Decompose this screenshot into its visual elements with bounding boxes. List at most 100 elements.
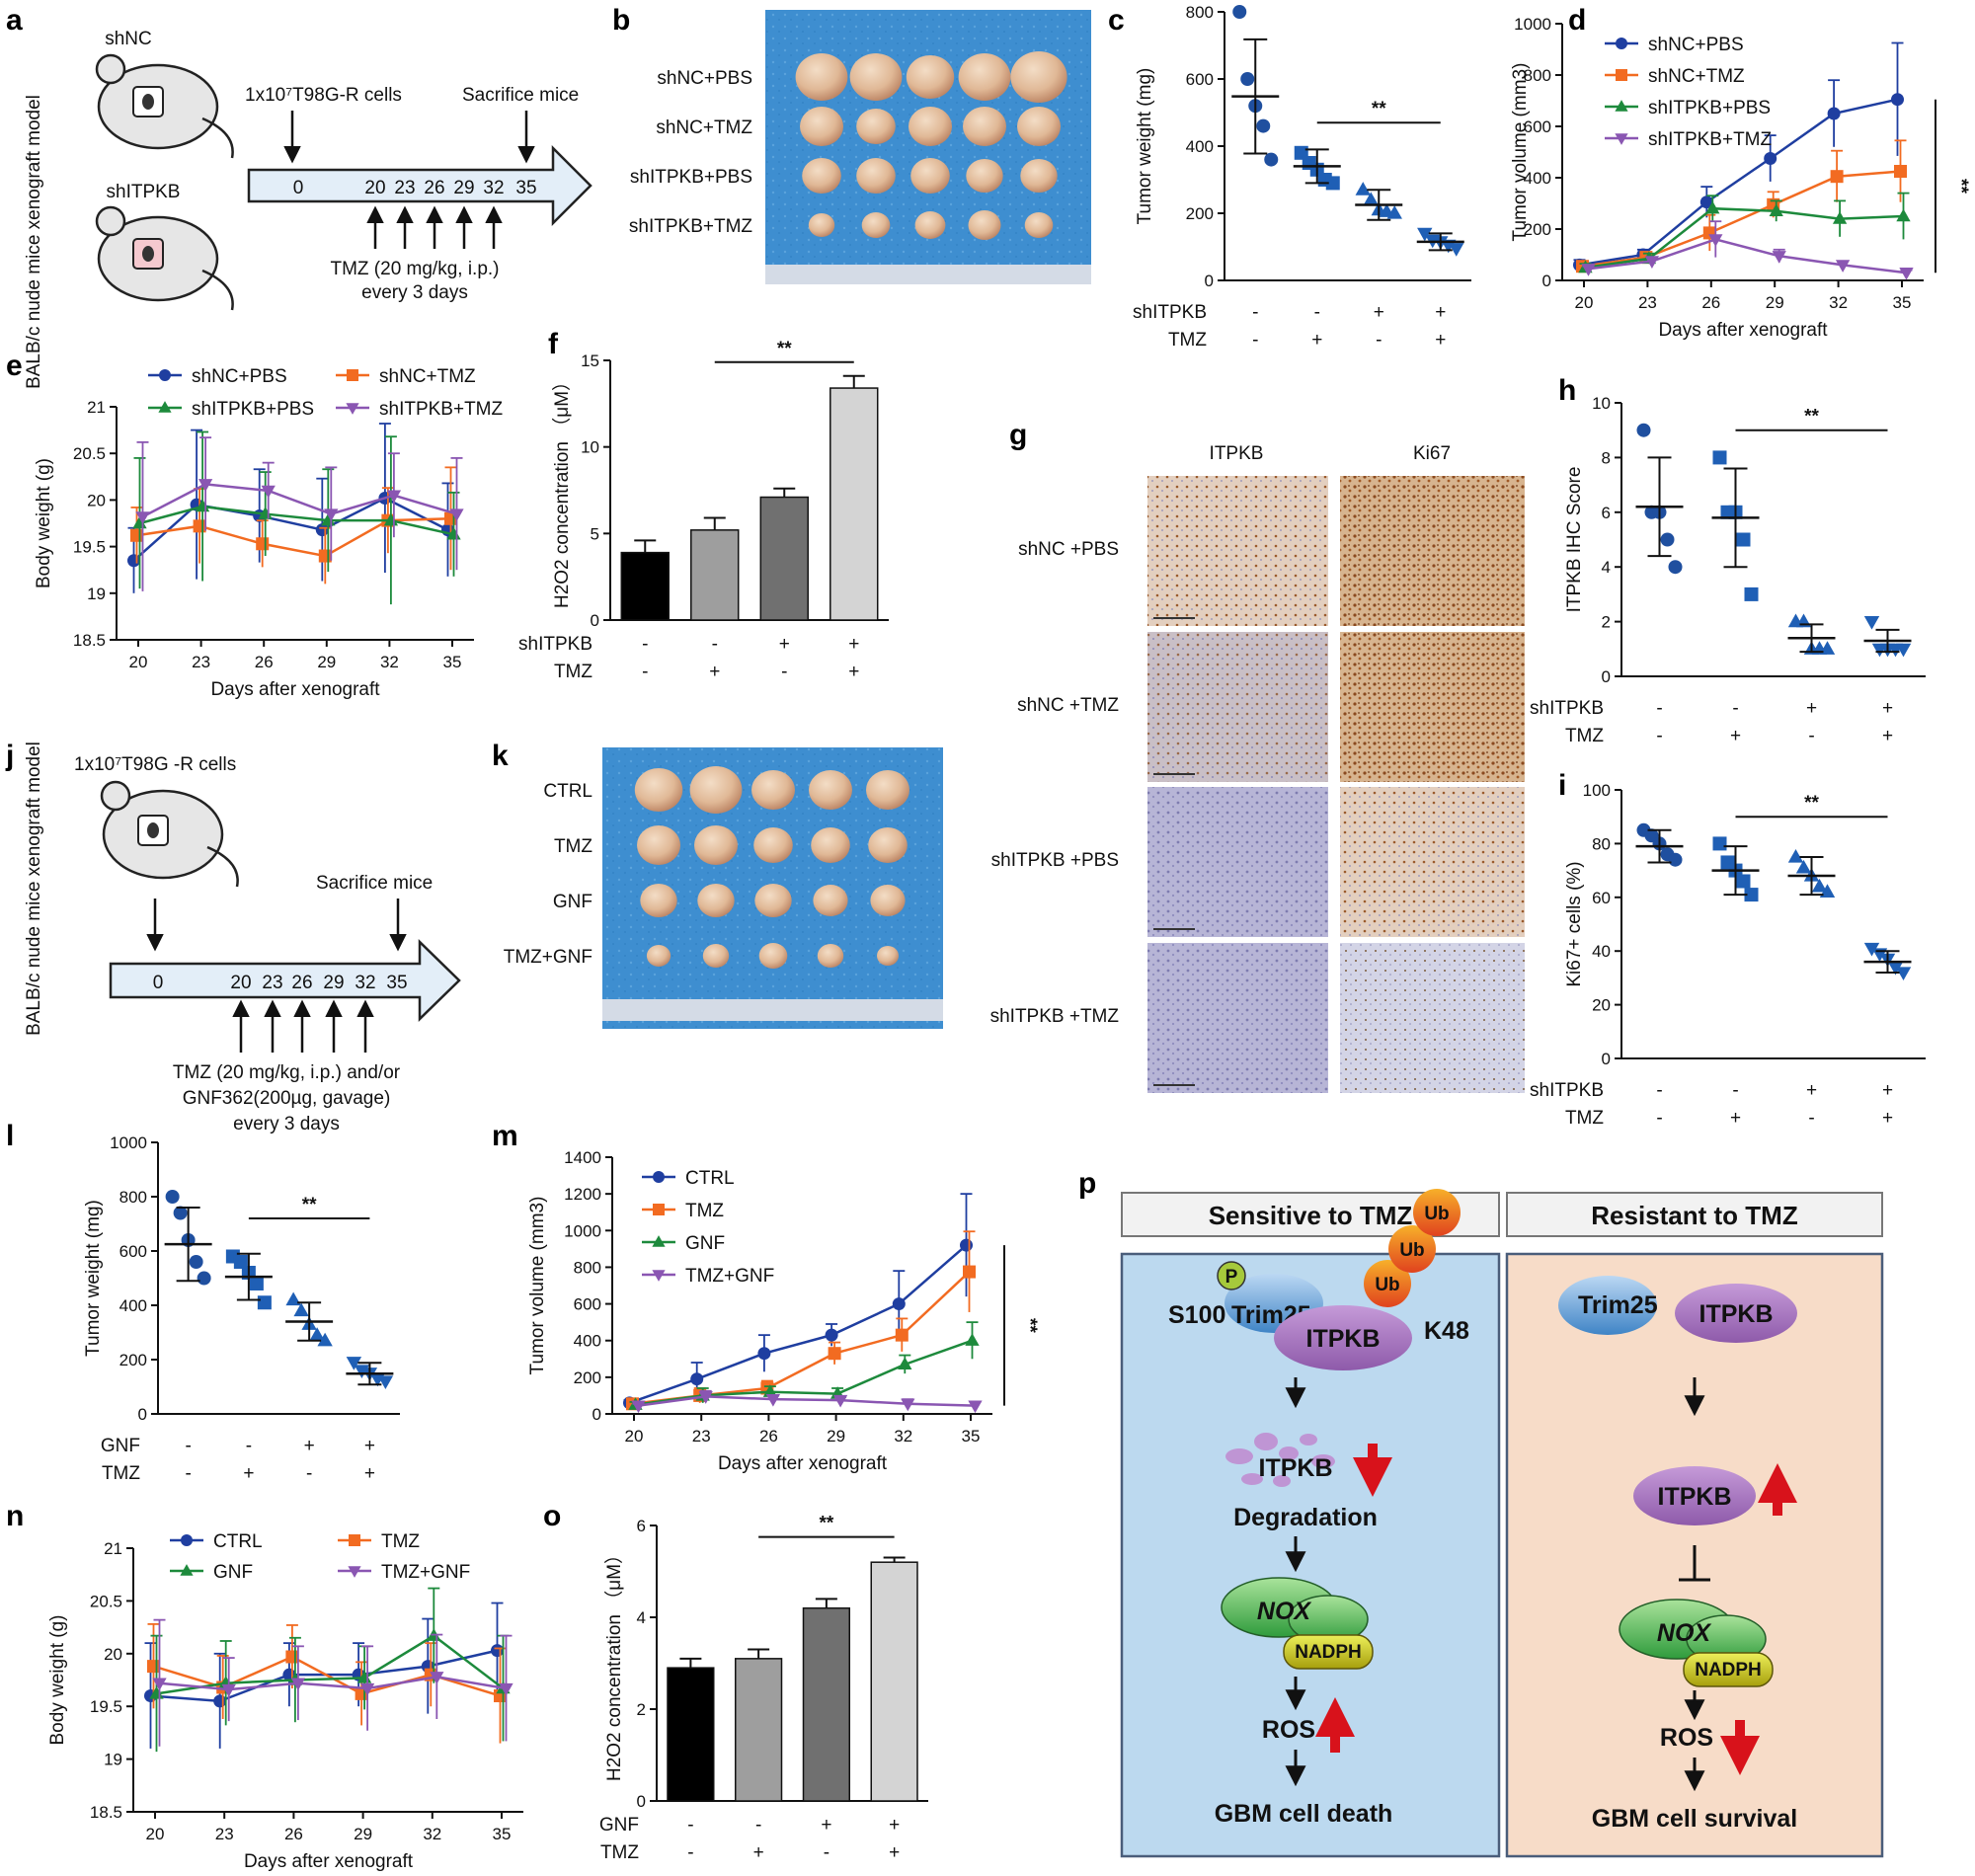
panel-letter: h xyxy=(1558,374,1576,407)
y-tick-label: 40 xyxy=(1592,942,1611,961)
condition-sign: - xyxy=(1252,302,1258,323)
data-point xyxy=(1240,72,1255,86)
tumor-image xyxy=(689,766,743,814)
condition-sign: + xyxy=(848,662,859,682)
panel-b: b shNC+PBS shNC+TMZ shITPKB+PBS shITPKB+TMZ xyxy=(612,4,1091,284)
data-point xyxy=(189,1255,203,1269)
chart-n: n 18.5 19 19.5 20 20.5 21 Body weight (g) 20 23 26… xyxy=(6,1500,523,1872)
data-point xyxy=(1264,152,1279,167)
series-line xyxy=(139,505,454,536)
data-point xyxy=(757,1347,771,1361)
data-point xyxy=(1863,942,1880,957)
condition-sign: - xyxy=(642,662,648,682)
ihc-image xyxy=(1147,632,1328,782)
data-point xyxy=(898,1357,912,1370)
mouse-icon xyxy=(95,205,234,311)
chart-d: d 0 200 400 600 800 1000 Tumor volume (mm3) 20 23… xyxy=(1510,4,1971,341)
data-point xyxy=(690,1372,704,1386)
panel-letter: b xyxy=(612,4,630,37)
chart-f: f 0 5 10 15 H2O2 concentration （μM） ** shITPKB -… xyxy=(518,328,889,682)
series-line xyxy=(638,1395,976,1407)
significance-label: ** xyxy=(302,1195,317,1215)
y-tick-label: 200 xyxy=(574,1368,601,1387)
data-point xyxy=(1894,165,1907,178)
y-tick-label: 10 xyxy=(1592,394,1611,413)
data-point xyxy=(318,549,332,563)
data-point xyxy=(1887,961,1904,976)
y-tick-label: 4 xyxy=(637,1608,646,1627)
data-point xyxy=(1795,859,1812,874)
y-tick-label: 20 xyxy=(104,1645,122,1664)
y-axis-label: H2O2 concentration （μM） xyxy=(551,372,573,608)
legend-label: shNC+PBS xyxy=(1648,35,1744,55)
data-point xyxy=(197,1271,211,1286)
timeline-day: 20 xyxy=(230,973,251,993)
x-tick-label: 32 xyxy=(423,1825,441,1843)
y-tick-label: 600 xyxy=(1524,117,1551,136)
timeline-day: 26 xyxy=(291,973,312,993)
tumor-image xyxy=(968,210,1001,240)
group-label: shNC+PBS xyxy=(657,68,752,89)
tumor-image xyxy=(634,768,683,812)
panel-letter: m xyxy=(492,1120,518,1152)
legend-marker xyxy=(348,1566,361,1578)
y-tick-label: 0 xyxy=(1542,272,1551,290)
tumor-image xyxy=(637,825,680,865)
timeline-day: 23 xyxy=(262,973,282,993)
y-tick-label: 80 xyxy=(1592,834,1611,853)
series-line xyxy=(141,483,457,518)
x-tick-label: 29 xyxy=(354,1825,372,1843)
data-point xyxy=(1896,208,1911,222)
tumor-image xyxy=(640,884,677,917)
y-tick-label: 4 xyxy=(1602,558,1611,577)
data-point xyxy=(1827,107,1841,120)
y-tick-label: 21 xyxy=(87,398,106,417)
panel-j: j 1x10⁷T98G -R cells BALB/c nude mice xe… xyxy=(5,740,461,1134)
condition-sign: - xyxy=(781,662,787,682)
timeline-day: 23 xyxy=(394,178,415,198)
tumor-image xyxy=(751,770,795,810)
nadph-icon xyxy=(1683,1652,1774,1687)
data-point xyxy=(165,1190,180,1204)
chart-h: h 0 2 4 6 8 10 ITPKB IHC Score ** shITPKB - - + + TMZ -… xyxy=(1530,374,1926,746)
y-axis-label: Tumor volume (mm3) xyxy=(1510,63,1531,242)
y-tick-label: 18.5 xyxy=(90,1803,122,1822)
legend-marker xyxy=(1615,133,1628,145)
y-axis-label: Ki67+ cells (%) xyxy=(1564,861,1585,986)
mouse-label-shnc: shNC xyxy=(105,29,152,49)
data-point xyxy=(1744,888,1759,902)
tumor-image xyxy=(868,827,908,863)
data-point xyxy=(1895,643,1912,658)
treatment-label: TMZ (20 mg/kg, i.p.) xyxy=(330,259,499,279)
legend-marker xyxy=(652,1270,666,1282)
legend-marker xyxy=(346,403,359,415)
condition-sign: + xyxy=(821,1815,831,1836)
legend-marker xyxy=(1615,100,1628,112)
y-axis-label: Tumor weight (mg) xyxy=(1135,68,1155,225)
x-tick-label: 29 xyxy=(1766,293,1784,312)
y-tick-label: 800 xyxy=(574,1258,601,1277)
data-point xyxy=(193,519,206,533)
data-point xyxy=(1712,836,1727,851)
y-tick-label: 0 xyxy=(1602,1050,1611,1068)
y-axis-label: Tumor volume (mm3) xyxy=(527,1197,548,1375)
nadph-icon xyxy=(1283,1634,1374,1670)
legend-label: shNC+PBS xyxy=(192,366,287,387)
timeline-day: 20 xyxy=(364,178,385,198)
group-label: TMZ+GNF xyxy=(504,947,592,968)
bar xyxy=(667,1667,715,1802)
data-point xyxy=(901,1398,915,1412)
condition-sign: + xyxy=(1882,698,1893,719)
data-point xyxy=(825,1328,838,1342)
data-point xyxy=(1636,423,1651,437)
legend-label: CTRL xyxy=(685,1168,735,1189)
bar xyxy=(690,529,740,621)
timeline-day: 26 xyxy=(424,178,444,198)
y-tick-label: 800 xyxy=(1524,66,1551,85)
data-point xyxy=(1835,260,1851,273)
condition-row-label: shITPKB xyxy=(1530,698,1604,719)
itpkb-label: ITPKB xyxy=(1306,1325,1381,1353)
tumor-image xyxy=(966,159,1003,193)
y-tick-label: 18.5 xyxy=(73,631,106,650)
